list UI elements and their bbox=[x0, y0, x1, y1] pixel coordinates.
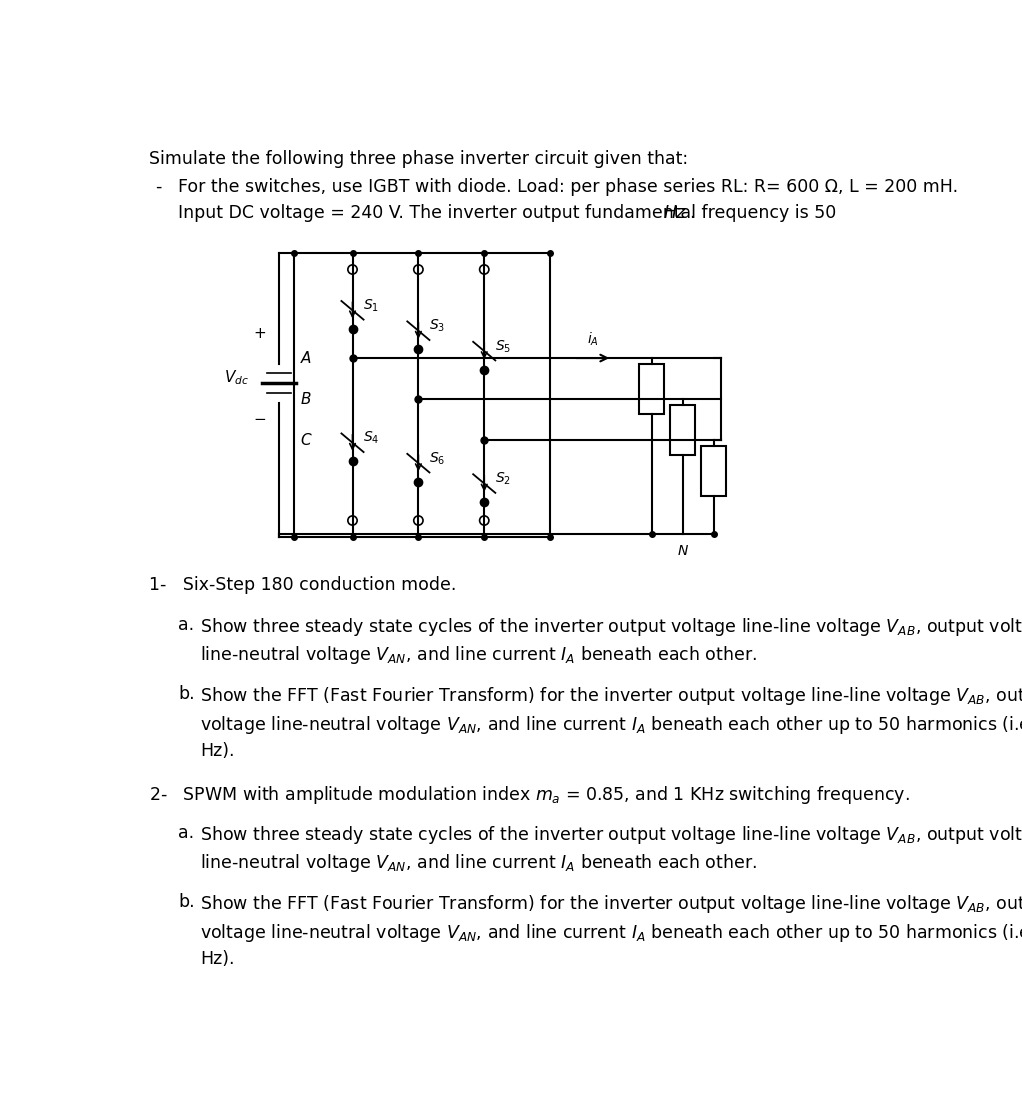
Text: $S_4$: $S_4$ bbox=[364, 430, 380, 446]
Text: For the switches, use IGBT with diode. Load: per phase series RL: R= 600 Ω, L = : For the switches, use IGBT with diode. L… bbox=[178, 178, 959, 195]
Text: $S_1$: $S_1$ bbox=[364, 297, 379, 314]
Text: 2-   SPWM with amplitude modulation index $m_a$ = 0.85, and 1 KHz switching freq: 2- SPWM with amplitude modulation index … bbox=[149, 784, 911, 806]
Text: Show three steady state cycles of the inverter output voltage line-line voltage : Show three steady state cycles of the in… bbox=[200, 824, 1022, 846]
Bar bbox=[701, 446, 726, 496]
Text: b.: b. bbox=[178, 894, 195, 911]
Text: Show the FFT (Fast Fourier Transform) for the inverter output voltage line-line : Show the FFT (Fast Fourier Transform) fo… bbox=[200, 685, 1022, 707]
Text: −: − bbox=[253, 412, 266, 427]
Text: line-neutral voltage $V_{AN}$, and line current $I_A$ beneath each other.: line-neutral voltage $V_{AN}$, and line … bbox=[200, 852, 756, 875]
Text: $C$: $C$ bbox=[299, 432, 313, 447]
Text: Show three steady state cycles of the inverter output voltage line-line voltage : Show three steady state cycles of the in… bbox=[200, 616, 1022, 638]
Text: line-neutral voltage $V_{AN}$, and line current $I_A$ beneath each other.: line-neutral voltage $V_{AN}$, and line … bbox=[200, 645, 756, 666]
Text: a.: a. bbox=[178, 616, 194, 634]
Text: Simulate the following three phase inverter circuit given that:: Simulate the following three phase inver… bbox=[149, 150, 689, 168]
Text: $S_6$: $S_6$ bbox=[429, 451, 446, 466]
Text: -: - bbox=[155, 178, 161, 195]
Bar bbox=[670, 405, 695, 455]
Text: Hz).: Hz). bbox=[200, 950, 234, 968]
Text: +: + bbox=[253, 326, 266, 341]
Text: voltage line-neutral voltage $V_{AN}$, and line current $I_A$ beneath each other: voltage line-neutral voltage $V_{AN}$, a… bbox=[200, 714, 1022, 736]
Text: $S_5$: $S_5$ bbox=[495, 339, 511, 355]
Text: $B$: $B$ bbox=[299, 391, 312, 407]
Text: voltage line-neutral voltage $V_{AN}$, and line current $I_A$ beneath each other: voltage line-neutral voltage $V_{AN}$, a… bbox=[200, 921, 1022, 944]
Text: $i_A$: $i_A$ bbox=[587, 331, 599, 349]
Text: b.: b. bbox=[178, 685, 195, 704]
Text: $S_3$: $S_3$ bbox=[429, 317, 446, 334]
Text: 1-   Six-Step 180 conduction mode.: 1- Six-Step 180 conduction mode. bbox=[149, 576, 457, 594]
Text: Hz: Hz bbox=[663, 204, 686, 222]
Text: $V_{dc}$: $V_{dc}$ bbox=[224, 369, 248, 387]
Text: $A$: $A$ bbox=[299, 350, 312, 366]
Text: $N$: $N$ bbox=[677, 544, 689, 557]
Text: .: . bbox=[689, 204, 694, 222]
Text: Hz).: Hz). bbox=[200, 743, 234, 760]
Text: $S_2$: $S_2$ bbox=[495, 471, 511, 487]
Text: Input DC voltage = 240 V. The inverter output fundamental frequency is 50: Input DC voltage = 240 V. The inverter o… bbox=[178, 204, 842, 222]
Text: a.: a. bbox=[178, 824, 194, 841]
Bar bbox=[639, 364, 664, 414]
Text: Show the FFT (Fast Fourier Transform) for the inverter output voltage line-line : Show the FFT (Fast Fourier Transform) fo… bbox=[200, 894, 1022, 915]
